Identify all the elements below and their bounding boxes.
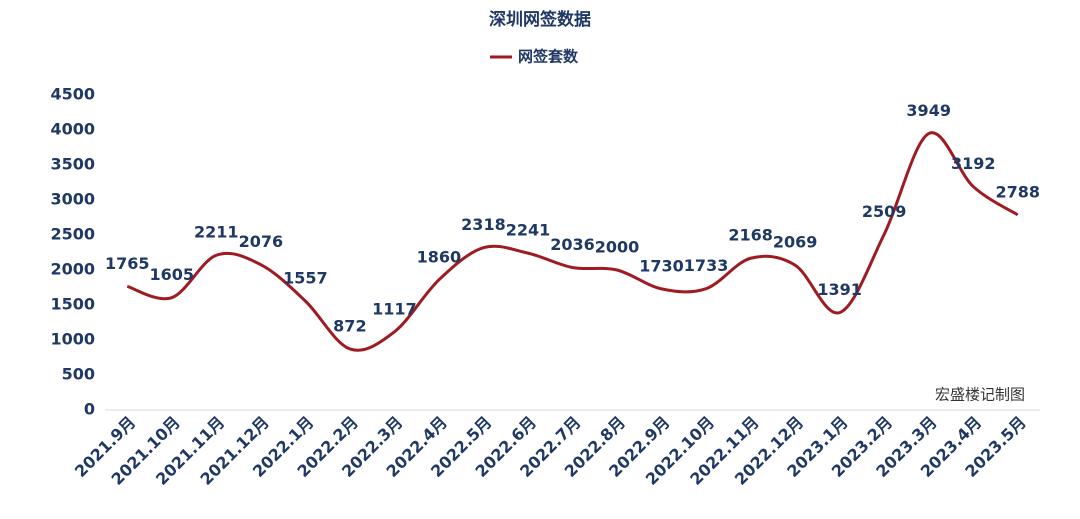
y-tick-label: 1000: [50, 330, 95, 349]
data-label: 2000: [595, 238, 640, 257]
data-label: 2509: [862, 202, 907, 221]
data-label: 2069: [773, 233, 818, 252]
data-label: 1557: [283, 269, 328, 288]
legend-label: 网签套数: [518, 48, 579, 66]
data-label: 1391: [817, 280, 862, 299]
data-label: 2318: [461, 215, 506, 234]
y-tick-label: 2000: [50, 260, 95, 279]
y-tick-label: 3500: [50, 155, 95, 174]
data-label: 2168: [728, 226, 773, 245]
data-line: [126, 131, 1019, 352]
annotation: 宏盛楼记制图: [935, 386, 1025, 404]
y-tick-label: 4500: [50, 85, 95, 104]
chart-title: 深圳网签数据: [489, 9, 591, 30]
data-label: 1605: [150, 265, 195, 284]
y-tick-label: 0: [84, 400, 95, 419]
data-label: 2788: [995, 182, 1040, 201]
data-label: 2211: [194, 223, 239, 242]
y-tick-label: 1500: [50, 295, 95, 314]
data-label: 2076: [239, 232, 284, 251]
data-label: 1117: [372, 299, 417, 318]
y-tick-label: 2500: [50, 225, 95, 244]
data-label: 2241: [506, 221, 551, 240]
data-label: 1733: [684, 256, 729, 275]
data-label: 872: [333, 316, 366, 335]
data-label: 3192: [951, 154, 996, 173]
data-label: 1730: [639, 256, 684, 275]
data-label: 1860: [417, 247, 462, 266]
data-label: 2036: [550, 235, 595, 254]
y-tick-label: 3000: [50, 190, 95, 209]
y-tick-label: 4000: [50, 120, 95, 139]
y-tick-label: 500: [62, 365, 95, 384]
data-label: 1765: [105, 254, 150, 273]
data-label: 3949: [906, 101, 951, 120]
